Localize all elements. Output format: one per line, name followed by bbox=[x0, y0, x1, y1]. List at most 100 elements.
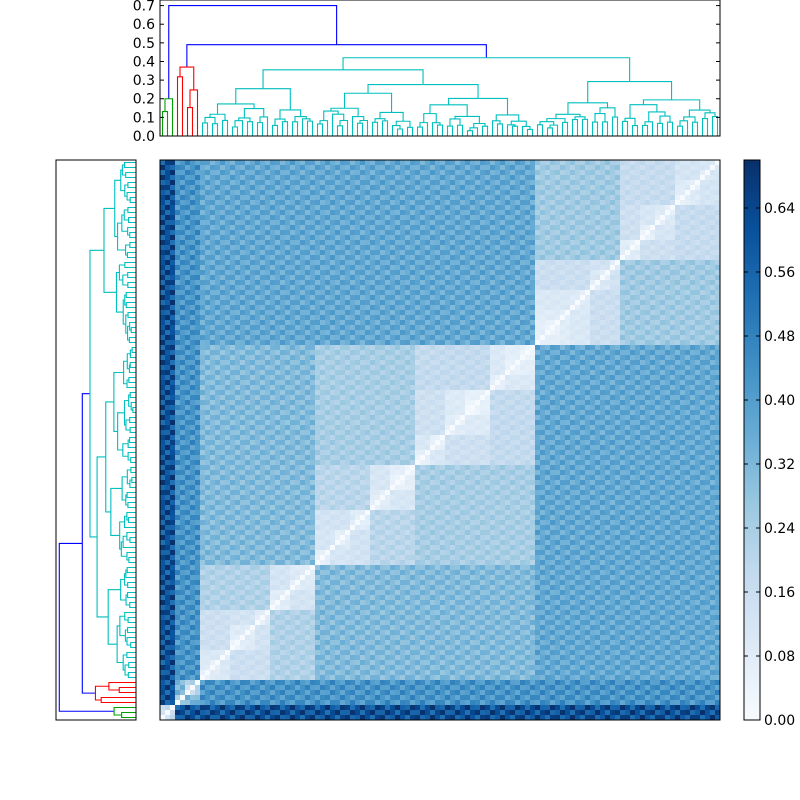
heatmap-cell bbox=[500, 215, 506, 221]
heatmap-cell bbox=[270, 170, 276, 176]
heatmap-cell bbox=[380, 240, 386, 246]
heatmap-cell bbox=[475, 260, 481, 266]
heatmap-cell bbox=[540, 240, 546, 246]
heatmap-cell bbox=[675, 240, 681, 246]
heatmap-cell bbox=[630, 335, 636, 341]
heatmap-cell bbox=[290, 205, 296, 211]
heatmap-cell bbox=[625, 250, 631, 256]
heatmap-cell bbox=[710, 270, 716, 276]
heatmap-cell bbox=[470, 225, 476, 231]
heatmap-cell bbox=[480, 355, 486, 361]
heatmap-cell bbox=[175, 205, 181, 211]
heatmap-cell bbox=[185, 180, 191, 186]
heatmap-cell bbox=[270, 300, 276, 306]
top-dendrogram-frame bbox=[159, 0, 721, 137]
heatmap-cell bbox=[360, 300, 366, 306]
heatmap-cell bbox=[270, 340, 276, 346]
heatmap-cell bbox=[355, 370, 361, 376]
heatmap-cell bbox=[280, 185, 286, 191]
dendrogram-link bbox=[123, 400, 129, 426]
heatmap-cell bbox=[205, 325, 211, 331]
heatmap-cell bbox=[230, 170, 236, 176]
heatmap-cell bbox=[640, 195, 646, 201]
heatmap-cell bbox=[310, 365, 316, 371]
heatmap-cell bbox=[580, 255, 586, 261]
heatmap-cell bbox=[395, 285, 401, 291]
heatmap-cell bbox=[555, 175, 561, 181]
heatmap-cell bbox=[445, 240, 451, 246]
heatmap-cell bbox=[180, 290, 186, 296]
heatmap-cell bbox=[370, 230, 376, 236]
heatmap-cell bbox=[510, 255, 516, 261]
heatmap-cell bbox=[495, 325, 501, 331]
heatmap-cell bbox=[350, 165, 356, 171]
heatmap-cell bbox=[320, 240, 326, 246]
heatmap-cell bbox=[265, 215, 271, 221]
heatmap-cell bbox=[390, 180, 396, 186]
heatmap-cell bbox=[265, 210, 271, 216]
heatmap-cell bbox=[500, 305, 506, 311]
heatmap-cell bbox=[365, 250, 371, 256]
heatmap-cell bbox=[255, 340, 261, 346]
heatmap-cell bbox=[285, 310, 291, 316]
heatmap-cell bbox=[180, 330, 186, 336]
heatmap-cell bbox=[480, 350, 486, 356]
heatmap-cell bbox=[560, 255, 566, 261]
heatmap-cell bbox=[255, 230, 261, 236]
heatmap-cell bbox=[460, 240, 466, 246]
dendrogram-link bbox=[549, 124, 559, 136]
heatmap-cell bbox=[195, 315, 201, 321]
heatmap-cell bbox=[590, 340, 596, 346]
heatmap-cell bbox=[585, 165, 591, 171]
heatmap-cell bbox=[285, 235, 291, 241]
heatmap-cell bbox=[310, 340, 316, 346]
heatmap-cell bbox=[685, 200, 691, 206]
heatmap-cell bbox=[485, 245, 491, 251]
heatmap-cell bbox=[205, 355, 211, 361]
heatmap-cell bbox=[320, 200, 326, 206]
heatmap-cell bbox=[640, 365, 646, 371]
heatmap-cell bbox=[620, 165, 626, 171]
heatmap-cell bbox=[200, 305, 206, 311]
heatmap-cell bbox=[365, 355, 371, 361]
heatmap-cell bbox=[470, 295, 476, 301]
heatmap-cell bbox=[490, 365, 496, 371]
heatmap-cell bbox=[270, 370, 276, 376]
heatmap-cell bbox=[490, 350, 496, 356]
heatmap-cell bbox=[570, 320, 576, 326]
heatmap-cell bbox=[410, 240, 416, 246]
heatmap-cell bbox=[205, 180, 211, 186]
heatmap-cell bbox=[685, 245, 691, 251]
heatmap-cell bbox=[295, 340, 301, 346]
heatmap-cell bbox=[430, 175, 436, 181]
dendrogram-link bbox=[466, 130, 474, 136]
heatmap-cell bbox=[330, 220, 336, 226]
heatmap-cell bbox=[705, 225, 711, 231]
heatmap-cell bbox=[415, 170, 421, 176]
heatmap-cell bbox=[530, 175, 536, 181]
heatmap-cell bbox=[345, 195, 351, 201]
heatmap-cell bbox=[360, 290, 366, 296]
heatmap-cell bbox=[340, 180, 346, 186]
dendrogram-link bbox=[271, 124, 279, 136]
heatmap-cell bbox=[230, 285, 236, 291]
heatmap-cell bbox=[165, 245, 171, 251]
heatmap-cell bbox=[360, 255, 366, 261]
heatmap-cell bbox=[280, 200, 286, 206]
heatmap-cell bbox=[235, 245, 241, 251]
heatmap-cell bbox=[175, 265, 181, 271]
heatmap-cell bbox=[195, 160, 201, 166]
heatmap-cell bbox=[380, 270, 386, 276]
heatmap-cell bbox=[330, 250, 336, 256]
heatmap-cell bbox=[710, 365, 716, 371]
heatmap-cell bbox=[435, 275, 441, 281]
heatmap-cell bbox=[400, 285, 406, 291]
heatmap-cell bbox=[310, 230, 316, 236]
heatmap-cell bbox=[585, 355, 591, 361]
heatmap-cell bbox=[715, 170, 721, 176]
heatmap-cell bbox=[635, 230, 641, 236]
heatmap-cell bbox=[350, 365, 356, 371]
heatmap-cell bbox=[640, 160, 646, 166]
heatmap-cell bbox=[195, 310, 201, 316]
heatmap-cell bbox=[415, 275, 421, 281]
